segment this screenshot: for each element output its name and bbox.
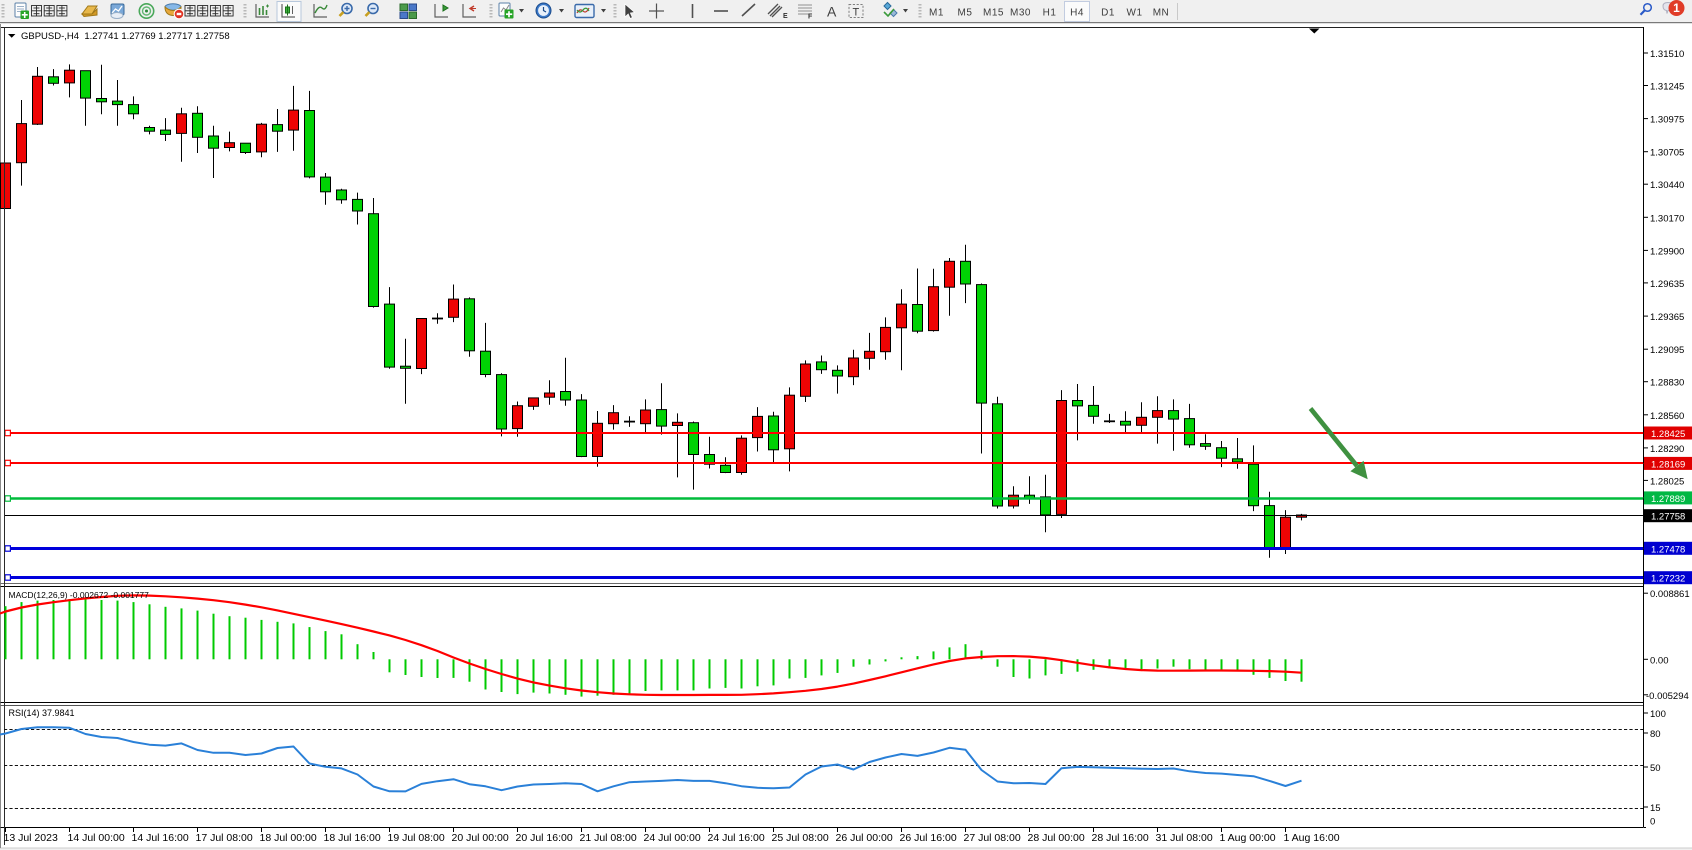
svg-text:0: 0 — [1650, 817, 1655, 828]
svg-text:20 Jul 16:00: 20 Jul 16:00 — [516, 832, 573, 844]
svg-text:13 Jul 2023: 13 Jul 2023 — [4, 832, 58, 844]
svg-text:1.28830: 1.28830 — [1650, 378, 1684, 389]
svg-text:H4: H4 — [1070, 8, 1084, 19]
svg-text:0.00: 0.00 — [1650, 655, 1669, 666]
svg-text:1: 1 — [1673, 1, 1680, 15]
svg-text:W1: W1 — [1127, 8, 1143, 19]
svg-text:27 Jul 08:00: 27 Jul 08:00 — [964, 832, 1021, 844]
svg-text:50: 50 — [1650, 763, 1661, 774]
svg-text:1.27758: 1.27758 — [1651, 512, 1685, 523]
svg-text:14 Jul 00:00: 14 Jul 00:00 — [68, 832, 125, 844]
svg-text:25 Jul 08:00: 25 Jul 08:00 — [772, 832, 829, 844]
svg-text:D1: D1 — [1101, 8, 1115, 19]
svg-text:M1: M1 — [929, 8, 944, 19]
svg-text:E: E — [783, 13, 788, 20]
svg-text:24 Jul 00:00: 24 Jul 00:00 — [644, 832, 701, 844]
svg-text:28 Jul 00:00: 28 Jul 00:00 — [1028, 832, 1085, 844]
svg-text:17 Jul 08:00: 17 Jul 08:00 — [196, 832, 253, 844]
svg-text:-0.005294: -0.005294 — [1646, 691, 1689, 702]
svg-text:100: 100 — [1650, 709, 1666, 720]
svg-text:24 Jul 16:00: 24 Jul 16:00 — [708, 832, 765, 844]
svg-text:26 Jul 00:00: 26 Jul 00:00 — [836, 832, 893, 844]
svg-text:26 Jul 16:00: 26 Jul 16:00 — [900, 832, 957, 844]
svg-text:1.31245: 1.31245 — [1650, 82, 1684, 93]
svg-text:1.29900: 1.29900 — [1650, 246, 1684, 257]
svg-text:F: F — [808, 14, 813, 21]
svg-text:28 Jul 16:00: 28 Jul 16:00 — [1092, 832, 1149, 844]
svg-text:1.30170: 1.30170 — [1650, 213, 1684, 224]
svg-text:1.27232: 1.27232 — [1651, 574, 1685, 585]
svg-text:RSI(14) 37.9841: RSI(14) 37.9841 — [9, 708, 75, 718]
svg-text:0.008861: 0.008861 — [1650, 589, 1690, 600]
svg-text:14 Jul 16:00: 14 Jul 16:00 — [132, 832, 189, 844]
svg-text:18 Jul 00:00: 18 Jul 00:00 — [260, 832, 317, 844]
svg-text:H1: H1 — [1043, 8, 1057, 19]
svg-text:1.29095: 1.29095 — [1650, 345, 1684, 356]
svg-text:1.28290: 1.28290 — [1650, 444, 1684, 455]
svg-text:T: T — [853, 7, 860, 19]
svg-text:1.28425: 1.28425 — [1651, 429, 1685, 440]
svg-text:1.31510: 1.31510 — [1650, 49, 1684, 60]
svg-text:M5: M5 — [958, 8, 973, 19]
svg-text:21 Jul 08:00: 21 Jul 08:00 — [580, 832, 637, 844]
svg-text:31 Jul 08:00: 31 Jul 08:00 — [1156, 832, 1213, 844]
svg-text:20 Jul 00:00: 20 Jul 00:00 — [452, 832, 509, 844]
svg-text:1.29365: 1.29365 — [1650, 312, 1684, 323]
svg-text:1.27889: 1.27889 — [1651, 494, 1685, 505]
svg-text:1.27478: 1.27478 — [1651, 544, 1685, 555]
svg-text:1.29635: 1.29635 — [1650, 279, 1684, 290]
svg-text:1.30705: 1.30705 — [1650, 148, 1684, 159]
svg-text:MN: MN — [1153, 8, 1170, 19]
svg-text:1.28169: 1.28169 — [1651, 459, 1685, 470]
svg-text:M15: M15 — [983, 8, 1004, 19]
svg-text:1.28560: 1.28560 — [1650, 411, 1684, 422]
svg-text:M30: M30 — [1010, 8, 1031, 19]
svg-text:15: 15 — [1650, 803, 1661, 814]
svg-text:1 Aug 00:00: 1 Aug 00:00 — [1220, 832, 1276, 844]
svg-text:80: 80 — [1650, 729, 1661, 740]
svg-text:1 Aug 16:00: 1 Aug 16:00 — [1284, 832, 1340, 844]
svg-text:19 Jul 08:00: 19 Jul 08:00 — [388, 832, 445, 844]
svg-text:18 Jul 16:00: 18 Jul 16:00 — [324, 832, 381, 844]
svg-text:1.28025: 1.28025 — [1650, 476, 1684, 487]
svg-text:1.30440: 1.30440 — [1650, 180, 1684, 191]
svg-text:A: A — [827, 4, 837, 20]
svg-text:GBPUSD-,H4 1.27741 1.27769 1.: GBPUSD-,H4 1.27741 1.27769 1.27717 1.277… — [21, 31, 230, 42]
svg-text:MACD(12,26,9) -0.002672 -0.001: MACD(12,26,9) -0.002672 -0.001777 — [9, 590, 150, 600]
svg-text:1.30975: 1.30975 — [1650, 115, 1684, 126]
